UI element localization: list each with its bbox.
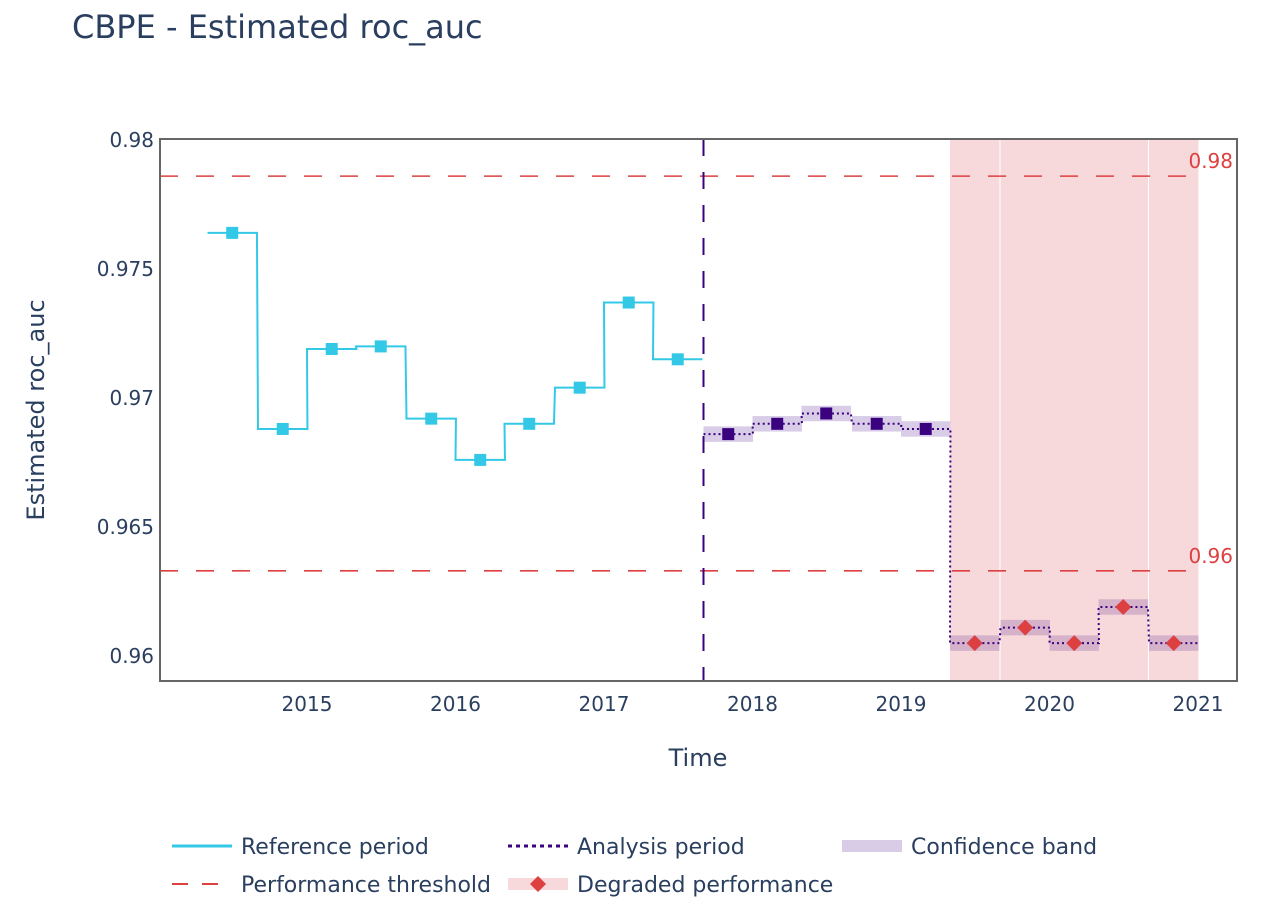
analysis-marker — [870, 417, 883, 430]
analysis-marker — [722, 428, 735, 441]
analysis-line — [703, 412, 1199, 645]
degraded-marker — [1115, 598, 1132, 615]
x-tick-label: 2016 — [430, 692, 481, 716]
y-tick-label: 0.965 — [97, 515, 154, 539]
reference-marker — [374, 340, 387, 353]
degraded-marker — [1017, 619, 1034, 636]
legend-item: Degraded performance — [508, 873, 833, 898]
legend-item: Analysis period — [508, 835, 745, 860]
threshold-label: 0.96 — [1188, 544, 1233, 568]
legend-swatch-degraded-marker — [530, 876, 546, 892]
legend-label: Confidence band — [911, 835, 1097, 860]
legend-item: Reference period — [172, 835, 429, 860]
reference-marker — [523, 417, 536, 430]
reference-marker — [226, 226, 239, 239]
degraded-region — [1000, 139, 1050, 681]
legend-item: Confidence band — [842, 835, 1097, 860]
plot-frame — [159, 138, 1238, 682]
y-tick-label: 0.97 — [109, 386, 154, 410]
degraded-marker — [1066, 635, 1083, 652]
x-tick-label: 2019 — [876, 692, 927, 716]
reference-marker — [425, 412, 438, 425]
reference-marker — [622, 296, 635, 309]
degraded-region — [950, 139, 1000, 681]
reference-marker — [276, 422, 289, 435]
degraded-region — [1098, 139, 1148, 681]
chart-title: CBPE - Estimated roc_auc — [72, 8, 483, 46]
analysis-marker — [820, 407, 833, 420]
y-tick-label: 0.96 — [109, 644, 154, 668]
x-tick-label: 2015 — [282, 692, 333, 716]
x-tick-label: 2018 — [727, 692, 778, 716]
reference-marker — [474, 453, 487, 466]
degraded-marker — [1165, 635, 1182, 652]
legend-label: Analysis period — [577, 835, 745, 860]
legend-swatch-band — [842, 840, 902, 852]
degraded-region — [1148, 139, 1199, 681]
y-tick-label: 0.975 — [97, 257, 154, 281]
threshold-label: 0.98 — [1188, 149, 1233, 173]
x-tick-label: 2020 — [1024, 692, 1075, 716]
analysis-marker — [771, 417, 784, 430]
analysis-marker — [919, 422, 932, 435]
reference-marker — [671, 353, 684, 366]
legend-label: Performance threshold — [241, 873, 491, 898]
legend-label: Reference period — [241, 835, 429, 860]
degraded-region — [1049, 139, 1099, 681]
reference-marker — [573, 381, 586, 394]
legend-item: Performance threshold — [172, 873, 491, 898]
reference-marker — [325, 342, 338, 355]
x-tick-label: 2017 — [579, 692, 630, 716]
y-axis-title: Estimated roc_auc — [22, 299, 50, 520]
y-tick-label: 0.98 — [109, 128, 154, 152]
degraded-marker — [966, 635, 983, 652]
x-tick-label: 2021 — [1173, 692, 1224, 716]
x-axis-title: Time — [668, 744, 728, 772]
reference-line — [207, 231, 703, 461]
legend-label: Degraded performance — [577, 873, 833, 898]
